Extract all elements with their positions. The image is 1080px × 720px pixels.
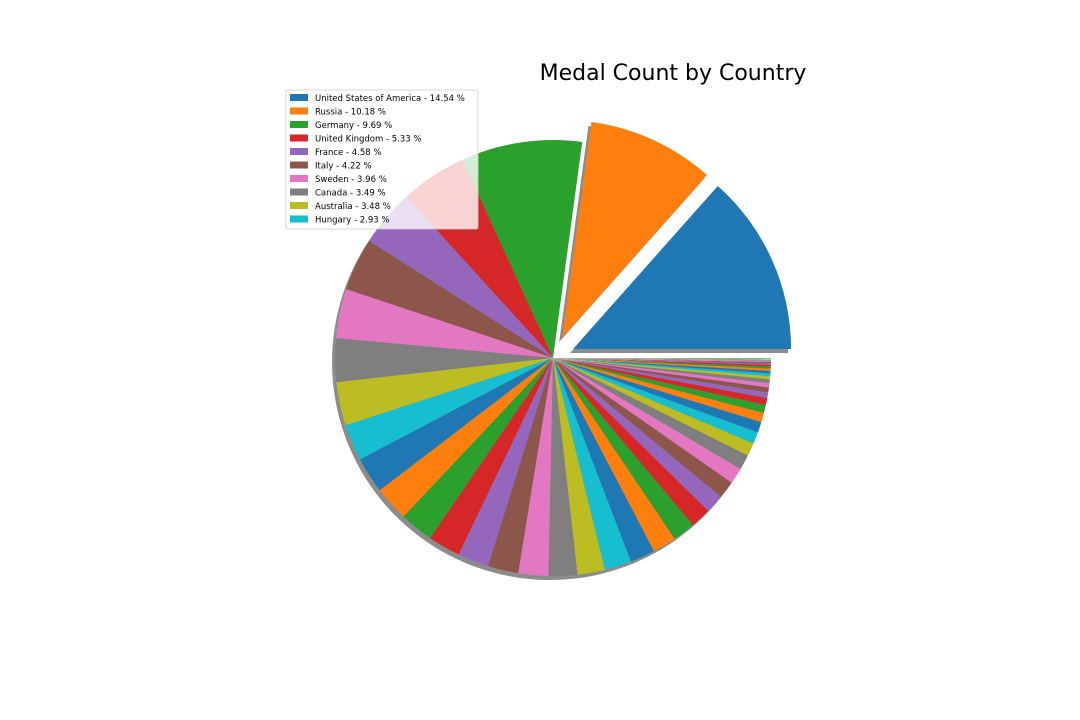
legend-item-united-states-of-america: United States of America - 14.54 % <box>290 94 465 104</box>
pie-slice-other-8 <box>548 358 578 576</box>
legend-label-germany: Germany - 9.69 % <box>315 121 392 131</box>
pie-slice-other-6 <box>488 358 553 574</box>
legend-item-australia: Australia - 3.48 % <box>290 202 391 212</box>
legend-label-italy: Italy - 4.22 % <box>315 162 372 172</box>
pie-slice-other-29 <box>553 358 771 380</box>
pie-slice-other-3 <box>403 358 553 539</box>
pie-slice-other-5 <box>458 358 553 567</box>
pie-slice-russia <box>562 121 707 339</box>
legend-swatch-australia <box>290 202 308 209</box>
pie-slice-hungary <box>345 358 553 460</box>
pie-slice-sweden <box>335 289 553 358</box>
pie-slice-other-21 <box>553 358 762 433</box>
legend-item-russia: Russia - 10.18 % <box>290 107 386 118</box>
chart-title: Medal Count by Country <box>540 61 807 86</box>
pie-slice-other-16 <box>553 358 732 497</box>
legend-swatch-italy <box>290 161 308 169</box>
legend-item-canada: Canada - 3.49 % <box>290 188 386 199</box>
legend-item-hungary: Hungary - 2.93 % <box>290 215 389 226</box>
pie-slice-united-states-of-america <box>573 185 792 349</box>
legend-item-france: France - 4.58 % <box>290 148 381 158</box>
legend-label-sweden: Sweden - 3.96 % <box>315 175 387 185</box>
pie-slice-other-31 <box>553 358 771 374</box>
pie-slice-other-28 <box>553 358 770 384</box>
legend-swatch-united-kingdom <box>290 134 308 142</box>
legend-swatch-sweden <box>290 175 308 182</box>
pie-slice-other-25 <box>553 358 769 399</box>
legend-item-united-kingdom: United Kingdom - 5.33 % <box>290 134 421 145</box>
pie-slice-other-17 <box>553 358 741 483</box>
legend-label-united-kingdom: United Kingdom - 5.33 % <box>315 135 421 145</box>
legend-swatch-united-states-of-america <box>290 94 308 101</box>
legend-item-sweden: Sweden - 3.96 % <box>290 175 387 185</box>
pie-slice-other-11 <box>553 358 655 562</box>
pie-slice-other-12 <box>553 358 675 552</box>
pie-slice-other-9 <box>553 358 605 575</box>
legend-item-italy: Italy - 4.22 % <box>290 161 372 172</box>
pie-slice-other-1 <box>360 358 553 491</box>
pie-slice-italy <box>346 241 553 358</box>
pie-slice-other-38 <box>553 358 771 361</box>
legend-swatch-hungary <box>290 215 308 223</box>
legend-label-australia: Australia - 3.48 % <box>315 202 391 212</box>
legend-label-united-states-of-america: United States of America - 14.54 % <box>315 94 465 104</box>
pie-slice-other-35 <box>553 358 771 365</box>
pie-slice-germany <box>462 140 583 358</box>
pie-slice-other-18 <box>553 358 748 469</box>
pie-slice-other-37 <box>553 358 771 363</box>
pie-slice-other-40 <box>553 358 771 359</box>
pie-slice-other-2 <box>379 358 553 517</box>
pie-slice-other-36 <box>553 358 771 364</box>
legend-label-canada: Canada - 3.49 % <box>315 189 386 199</box>
legend-label-hungary: Hungary - 2.93 % <box>315 216 389 226</box>
pie-slice-other-34 <box>553 358 771 367</box>
pie-slice-other-10 <box>553 358 631 570</box>
legend-swatch-canada <box>290 188 308 196</box>
pie-slice-other-30 <box>553 358 771 377</box>
pie-slice-other-15 <box>553 358 722 512</box>
pie-slice-other-19 <box>553 358 754 456</box>
pie-slice-other-22 <box>553 358 764 423</box>
pie-slice-other-27 <box>553 358 770 388</box>
pie-slice-other-23 <box>553 358 766 414</box>
pie-slice-other-13 <box>553 358 693 539</box>
legend-label-russia: Russia - 10.18 % <box>315 108 386 118</box>
legend-box <box>285 89 479 230</box>
pie-slice-france <box>369 196 553 358</box>
legend-label-france: France - 4.58 % <box>315 148 381 158</box>
pie-slice-other-24 <box>553 358 768 406</box>
legend-swatch-france <box>290 148 308 155</box>
legend-item-germany: Germany - 9.69 % <box>290 121 392 131</box>
pie-slice-other-26 <box>553 358 769 393</box>
legend-swatch-germany <box>290 121 308 128</box>
legend-swatch-russia <box>290 107 308 115</box>
pie-slice-other-33 <box>553 358 771 369</box>
pie-slice-canada <box>334 338 553 383</box>
legend: United States of America - 14.54 % Russia… <box>285 89 479 230</box>
pie-slice-other-32 <box>553 358 771 371</box>
pie-slice-other-4 <box>430 358 553 555</box>
pie-slice-other-14 <box>553 358 709 526</box>
pie-slice-other-7 <box>518 358 553 576</box>
pie-slice-australia <box>336 358 553 426</box>
pie-slice-other-39 <box>553 358 771 360</box>
pie-slice-other-20 <box>553 358 758 444</box>
